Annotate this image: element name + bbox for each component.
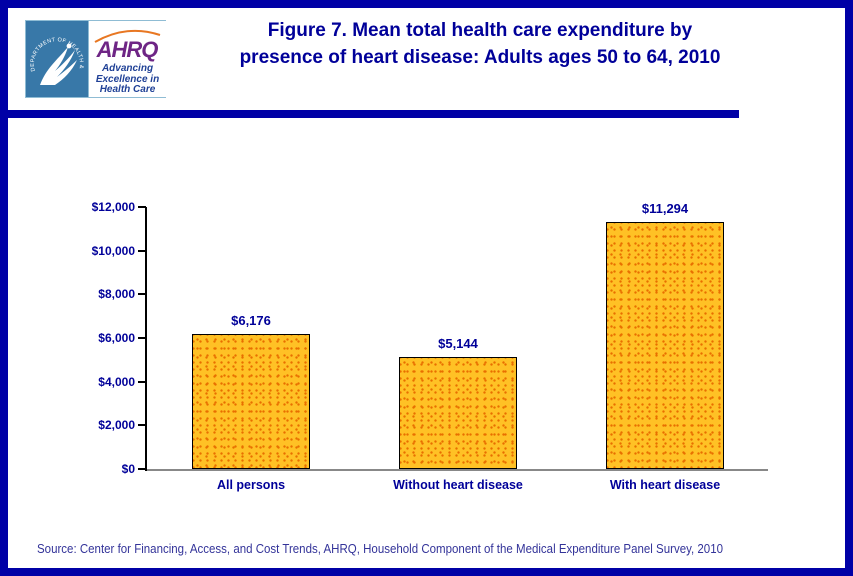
y-axis-line — [145, 207, 147, 471]
bar — [606, 222, 724, 469]
header-divider — [8, 110, 739, 118]
y-tick-label: $0 — [121, 462, 135, 476]
y-tick-label: $6,000 — [98, 331, 135, 345]
ahrq-tagline-line: Health Care — [99, 84, 156, 95]
x-category-label: With heart disease — [609, 478, 721, 492]
y-tick — [138, 424, 146, 426]
hhs-eagle-head — [66, 43, 72, 49]
x-category-label: Without heart disease — [393, 478, 523, 492]
bar — [399, 357, 517, 469]
hhs-ahrq-logo: DEPARTMENT OF HEALTH & HUMAN SERVICES • … — [24, 17, 166, 98]
ahrq-tagline: Advancing Excellence in Health Care — [95, 63, 160, 96]
y-tick-label: $4,000 — [98, 375, 135, 389]
y-tick — [138, 468, 146, 470]
y-tick-label: $12,000 — [91, 200, 135, 214]
hhs-seal-icon: DEPARTMENT OF HEALTH & HUMAN SERVICES • … — [24, 17, 88, 97]
y-tick-label: $8,000 — [98, 287, 135, 301]
ahrq-logo: AHRQ Advancing Excellence in Health Care — [88, 21, 166, 97]
x-axis-line — [147, 469, 768, 471]
hhs-eagle-icon — [40, 47, 77, 85]
figure-title-line-1: Figure 7. Mean total health care expendi… — [267, 20, 693, 41]
ahrq-tagline-line: Excellence in — [95, 73, 160, 85]
ahrq-arc-icon — [94, 29, 161, 43]
y-tick — [138, 250, 146, 252]
hhs-seal-graphic: DEPARTMENT OF HEALTH & HUMAN SERVICES • … — [24, 17, 84, 85]
y-tick — [138, 337, 146, 339]
ahrq-acronym: AHRQ — [96, 37, 159, 62]
bar-value-label: $6,176 — [231, 313, 271, 328]
y-tick — [138, 293, 146, 295]
bar — [192, 334, 310, 469]
y-tick-label: $10,000 — [91, 244, 135, 258]
bar-value-label: $11,294 — [641, 201, 689, 216]
ahrq-tagline-line: Advancing — [101, 63, 154, 74]
y-tick — [138, 206, 146, 208]
y-tick-label: $2,000 — [98, 418, 135, 432]
ahrq-wordmark: AHRQ — [94, 29, 161, 62]
y-tick — [138, 381, 146, 383]
bar-value-label: $5,144 — [438, 336, 478, 351]
x-category-label: All persons — [216, 478, 286, 492]
source-note: Source: Center for Financing, Access, an… — [37, 541, 723, 556]
figure-title-line-2: presence of heart disease: Adults ages 5… — [239, 47, 721, 68]
figure-title: Figure 7. Mean total health care expendi… — [172, 17, 788, 71]
